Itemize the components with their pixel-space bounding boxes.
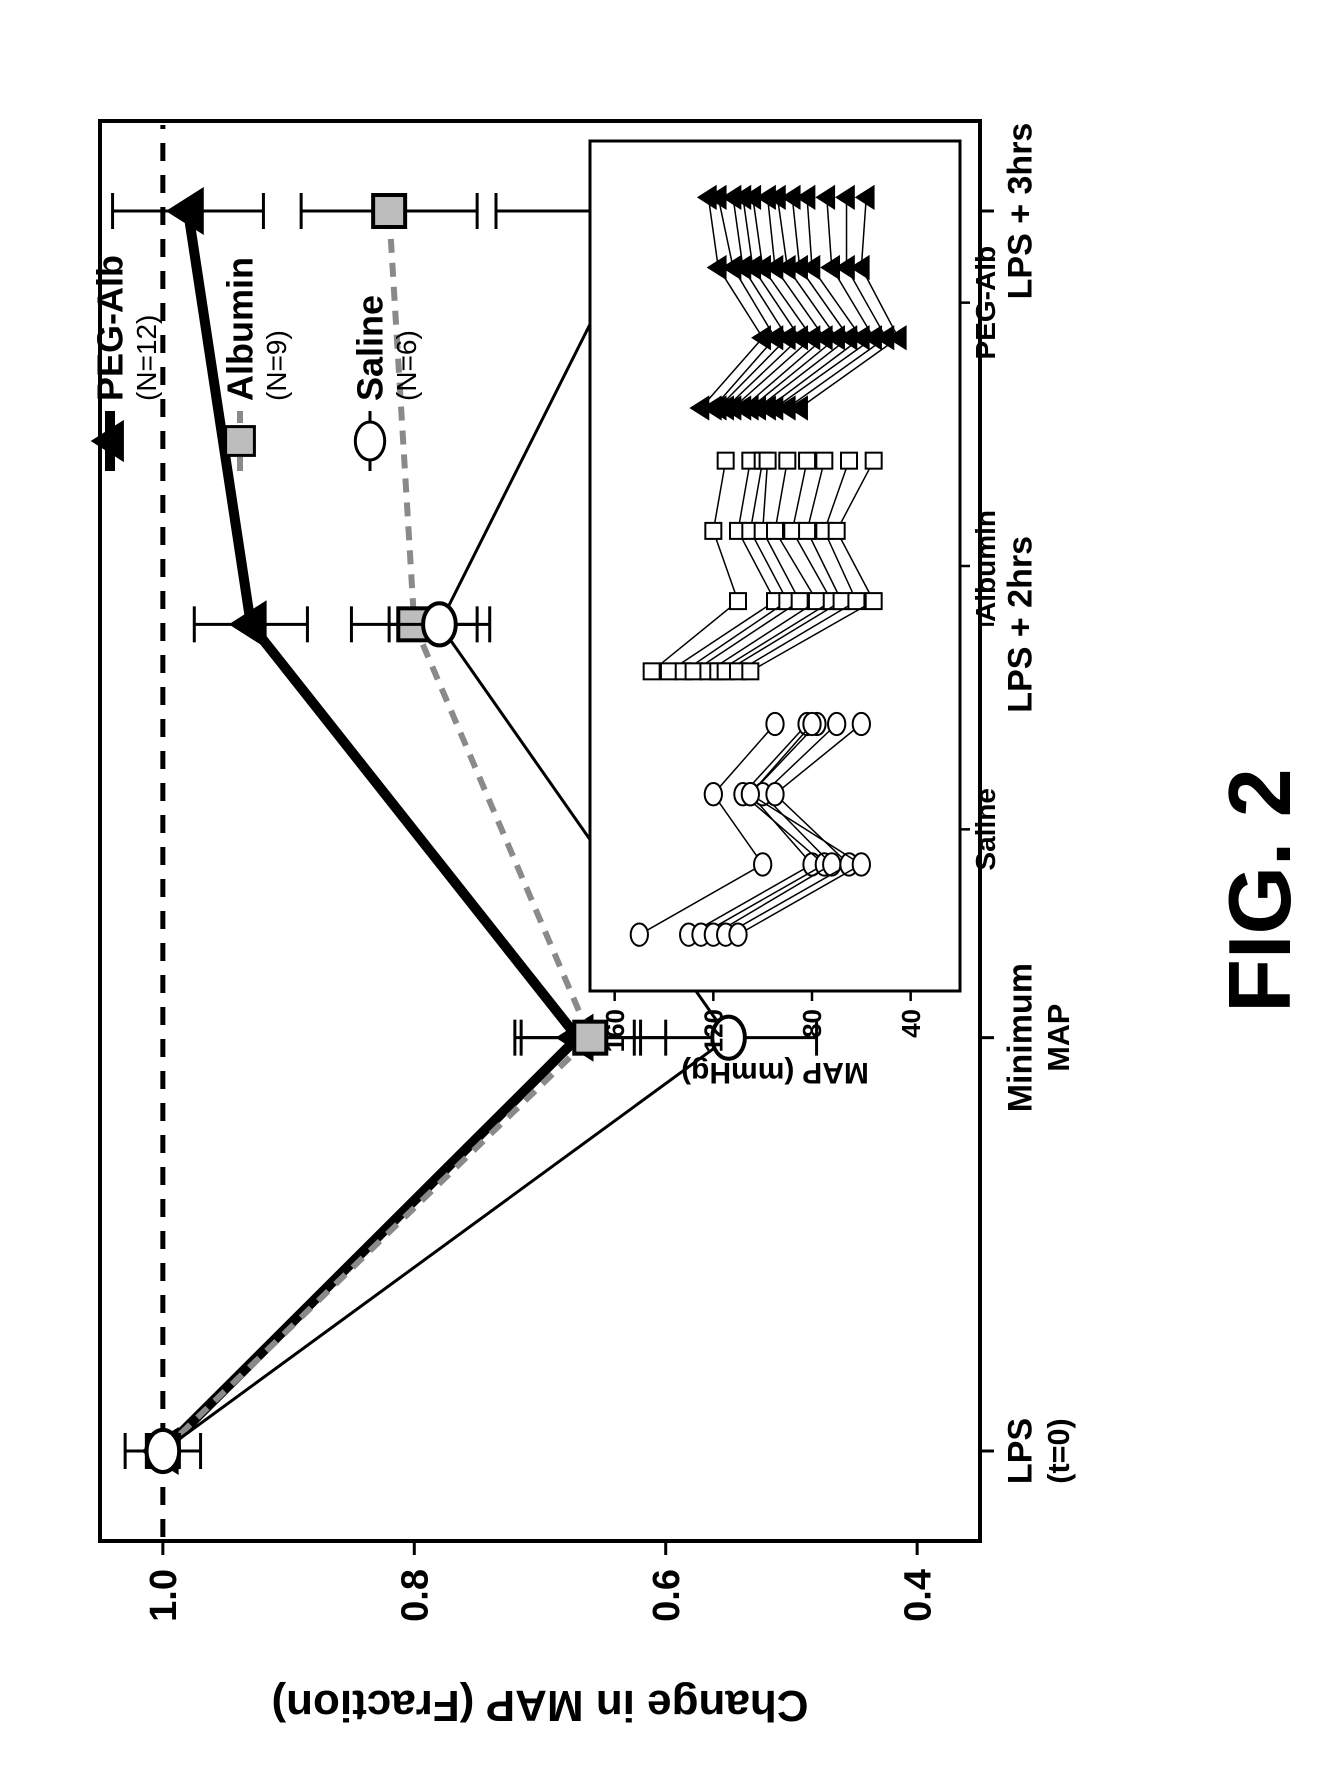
main-ytick-label: 0.8	[395, 1569, 437, 1622]
inset-ytick-label: 80	[797, 1009, 827, 1038]
main-xtick-label: LPS + 2hrs	[1001, 536, 1039, 713]
main-ytick-label: 0.6	[646, 1569, 688, 1622]
legend-sublabel: (N=9)	[261, 330, 292, 401]
main-xtick-label: Minimum	[1001, 963, 1039, 1112]
main-xtick-label: LPS + 3hrs	[1001, 123, 1039, 300]
chart-svg: 0.4 0.6 0.8 1.0 LPS(t=0) MinimumMAP LPS + 2hrs…	[0, 0, 1344, 1781]
inset-ytick-label: 40	[896, 1009, 926, 1038]
inset-ytick-label: 120	[698, 1009, 728, 1052]
inset-ylabel: MAP (mmHg)	[681, 1056, 869, 1089]
inset-xlabel: PEG-Alb	[970, 246, 1001, 360]
inset-chart: 40 80 120 160 MAP (mmHg) Saline Albumin PEG-Alb	[590, 141, 1001, 1089]
legend-sublabel: (N=6)	[391, 330, 422, 401]
main-xtick-sublabel: (t=0)	[1042, 1418, 1076, 1483]
legend-label: PEG-Alb	[90, 255, 131, 401]
main-ytick-label: 1.0	[143, 1569, 185, 1622]
main-ytick-label: 0.4	[897, 1569, 939, 1622]
main-xtick-sublabel: MAP	[1042, 1004, 1076, 1072]
legend-label: Albumin	[220, 257, 261, 401]
figure-label: FIG. 2	[1210, 768, 1309, 1013]
inset-xlabel: Saline	[970, 788, 1001, 870]
main-ylabel: Change in MAP (Fraction)	[272, 1681, 809, 1730]
inset-xlabel: Albumin	[970, 510, 1001, 622]
legend-sublabel: (N=12)	[131, 315, 162, 401]
main-xtick-label: LPS	[1001, 1418, 1039, 1484]
inset-ytick-label: 160	[600, 1009, 630, 1052]
legend-label: Saline	[350, 295, 391, 401]
